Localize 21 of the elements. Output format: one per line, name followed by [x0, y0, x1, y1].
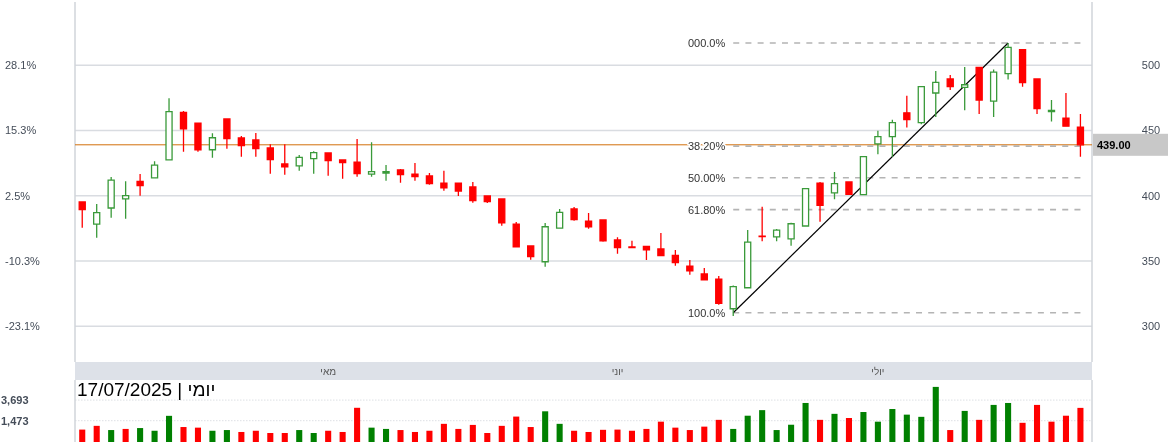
x-tick-label: יולי — [871, 366, 885, 377]
y-tick-label: 450 — [1141, 124, 1161, 137]
series-label: 61.80% — [687, 203, 726, 216]
x-tick-label: יוני — [611, 366, 624, 377]
y2-tick-label: -10.3% — [5, 255, 40, 267]
x-tick-label: מאי — [320, 366, 337, 377]
y-tick-label: 1,473 — [1, 414, 29, 427]
ref-line-label: 439.00 — [1097, 138, 1131, 151]
y2-tick-label: -23.1% — [5, 320, 40, 333]
title: יומי | 17/07/2025 — [77, 379, 216, 400]
y2-tick-label: 28.1% — [5, 59, 37, 72]
y2-tick-label: 2.5% — [5, 189, 31, 202]
series-label: 50.00% — [687, 171, 726, 184]
y-tick-label: 350 — [1141, 254, 1161, 267]
y2-tick-label: 15.3% — [5, 124, 37, 137]
y-tick-label: 400 — [1141, 189, 1161, 202]
series-label: 100.0% — [687, 306, 726, 319]
series-label: 000.0% — [687, 37, 726, 49]
y-tick-label: 500 — [1141, 59, 1161, 72]
y-tick-label: 3,693 — [1, 394, 29, 407]
y-tick-label: 300 — [1141, 320, 1161, 333]
